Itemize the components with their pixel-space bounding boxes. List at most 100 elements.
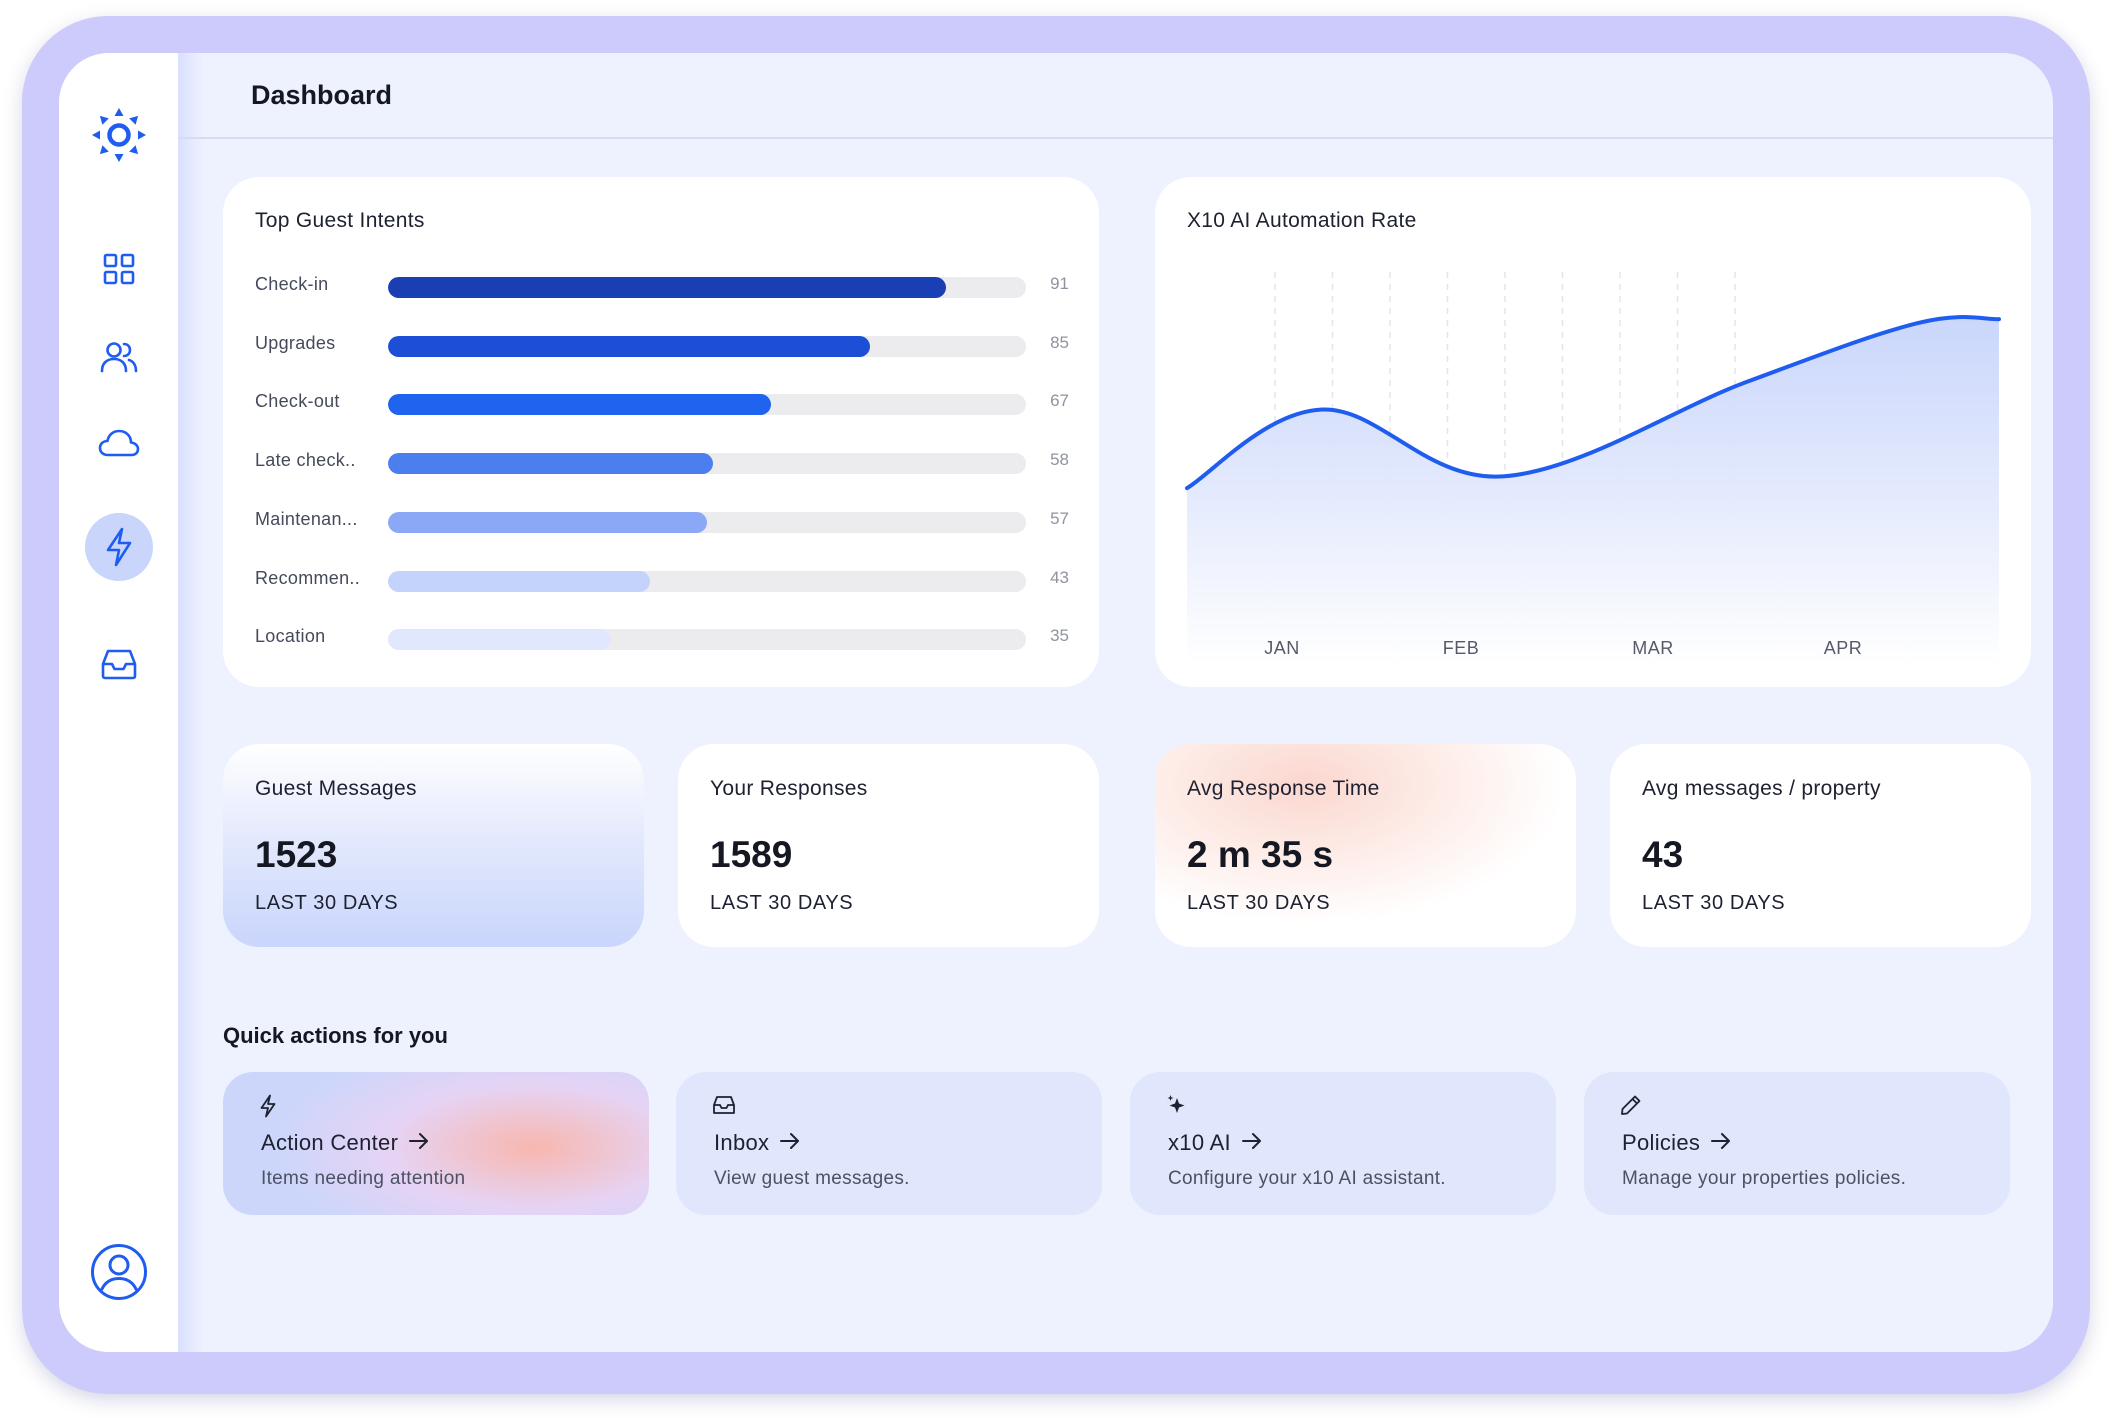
grid-icon[interactable]: [85, 235, 153, 303]
qa-title-text: x10 AI: [1168, 1130, 1231, 1155]
users-icon[interactable]: [85, 323, 153, 391]
intent-value: 35: [1050, 626, 1069, 646]
quick-action-action-center[interactable]: Action Center Items needing attention: [223, 1072, 649, 1215]
arrow-right-icon: [1710, 1130, 1732, 1156]
sidebar-glow: [178, 53, 204, 1352]
intent-label: Late check..: [255, 450, 356, 471]
quick-actions-heading: Quick actions for you: [223, 1023, 448, 1048]
intent-label: Check-in: [255, 274, 329, 294]
stat-period: LAST 30 DAYS: [1642, 892, 1786, 914]
qa-title-text: Inbox: [714, 1130, 770, 1155]
sun-logo-icon[interactable]: [85, 101, 153, 169]
intent-row: Recommen.. 43: [255, 568, 1069, 592]
arrow-right-icon: [408, 1130, 430, 1156]
qa-title: Inbox: [714, 1130, 801, 1156]
intent-bar-track: [388, 453, 1026, 475]
intent-label: Check-out: [255, 391, 340, 412]
qa-desc: Manage your properties policies.: [1622, 1168, 1907, 1189]
arrow-right-icon: [779, 1130, 801, 1156]
qa-title: Policies: [1622, 1130, 1732, 1156]
intent-value: 58: [1050, 450, 1069, 470]
intent-bar-fill: [388, 453, 714, 475]
inbox-icon: [712, 1094, 736, 1121]
page-title: Dashboard: [251, 80, 393, 110]
pencil-icon: [1620, 1094, 1642, 1121]
intent-label: Recommen..: [255, 567, 361, 588]
x-tick-label: APR: [1824, 638, 1863, 658]
cloud-icon[interactable]: [85, 410, 153, 478]
stat-title: Avg messages / property: [1642, 777, 1881, 800]
inbox-icon[interactable]: [85, 630, 153, 698]
automation-area-chart: JAN FEB MAR APR: [1185, 272, 2001, 665]
x-tick-label: MAR: [1632, 638, 1674, 658]
lightning-icon[interactable]: [85, 513, 153, 581]
qa-desc: View guest messages.: [714, 1168, 910, 1189]
user-profile-icon[interactable]: [85, 1238, 153, 1306]
stat-title: Avg Response Time: [1187, 777, 1380, 800]
sparkle-icon: [1166, 1094, 1188, 1121]
intent-bar-fill: [388, 394, 771, 416]
intent-bar-track: [388, 629, 1026, 651]
intents-title: Top Guest Intents: [255, 209, 425, 232]
intent-value: 67: [1050, 391, 1069, 411]
chart-series-line: [1185, 315, 2001, 491]
x-tick-label: FEB: [1443, 638, 1480, 658]
device-frame: Dashboard Top Guest Intents Check-in 91 Up…: [22, 16, 2090, 1394]
stat-period: LAST 30 DAYS: [255, 892, 399, 914]
intent-label: Location: [255, 626, 326, 647]
intent-row: Late check.. 58: [255, 450, 1069, 475]
intent-bar-track: [388, 570, 1026, 592]
arrow-right-icon: [1241, 1130, 1263, 1156]
qa-desc: Configure your x10 AI assistant.: [1168, 1168, 1446, 1189]
stat-title: Your Responses: [710, 777, 868, 800]
intent-row: Location 35: [255, 626, 1069, 651]
app-screen: Dashboard Top Guest Intents Check-in 91 Up…: [59, 53, 2053, 1352]
intent-bar-track: [388, 277, 1026, 298]
intent-row: Check-out 67: [255, 391, 1069, 416]
intent-row: Check-in 91: [255, 274, 1069, 298]
automation-title: X10 AI Automation Rate: [1187, 209, 1417, 232]
intent-value: 85: [1050, 332, 1069, 352]
intent-bar-fill: [388, 570, 650, 592]
qa-title-text: Action Center: [261, 1130, 399, 1155]
intent-bar-fill: [388, 277, 947, 298]
intent-bar-track: [388, 335, 1026, 357]
intent-value: 43: [1050, 567, 1069, 587]
qa-title: Action Center: [261, 1130, 430, 1156]
intent-bar-fill: [388, 335, 870, 357]
stat-value: 1523: [255, 834, 338, 875]
intent-label: Upgrades: [255, 332, 336, 353]
intent-bar-track: [388, 511, 1026, 533]
qa-title: x10 AI: [1168, 1130, 1263, 1156]
stat-value: 1589: [710, 834, 793, 875]
stat-value: 43: [1642, 834, 1684, 875]
intent-row: Maintenan... 57: [255, 509, 1069, 533]
automation-rate-card: X10 AI Automation Rate JAN FEB MAR APR: [1155, 177, 2031, 687]
top-bar: [178, 53, 2053, 139]
intent-bar-fill: [388, 629, 612, 651]
stat-card-avg-response-time: Avg Response Time 2 m 35 s LAST 30 DAYS: [1155, 744, 1576, 947]
stat-card-guest-messages: Guest Messages 1523 LAST 30 DAYS: [223, 744, 644, 947]
lightning-icon: [259, 1094, 277, 1123]
chart-area-fill: [1187, 317, 1999, 665]
top-guest-intents-card: Top Guest Intents Check-in 91 Upgrades 85 Ch…: [223, 177, 1099, 687]
intent-value: 91: [1050, 274, 1069, 293]
qa-title-text: Policies: [1622, 1130, 1701, 1155]
sidebar: [59, 53, 204, 1352]
quick-action-inbox[interactable]: Inbox View guest messages.: [676, 1072, 1102, 1215]
intent-bar-track: [388, 394, 1026, 416]
stat-card-avg-messages-property: Avg messages / property 43 LAST 30 DAYS: [1610, 744, 2031, 947]
qa-desc: Items needing attention: [261, 1168, 466, 1189]
intent-bar-fill: [388, 511, 707, 533]
stat-card-your-responses: Your Responses 1589 LAST 30 DAYS: [678, 744, 1099, 947]
stat-title: Guest Messages: [255, 777, 417, 800]
intent-value: 57: [1050, 508, 1069, 528]
stat-period: LAST 30 DAYS: [1187, 892, 1331, 914]
stat-period: LAST 30 DAYS: [710, 892, 854, 914]
stat-value: 2 m 35 s: [1187, 834, 1334, 875]
intent-label: Maintenan...: [255, 508, 358, 529]
quick-action-x10-ai[interactable]: x10 AI Configure your x10 AI assistant.: [1130, 1072, 1556, 1215]
x-tick-label: JAN: [1264, 638, 1300, 658]
quick-action-policies[interactable]: Policies Manage your properties policies…: [1584, 1072, 2010, 1215]
intent-row: Upgrades 85: [255, 333, 1069, 357]
